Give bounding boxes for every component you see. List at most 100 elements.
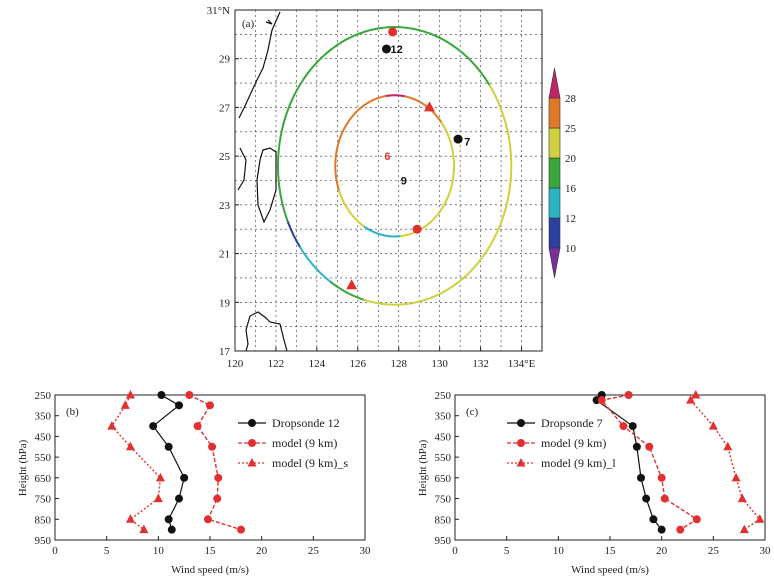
y-tick-label: 21 <box>219 249 230 261</box>
colorbar-segment <box>548 217 561 249</box>
ring-segment-outer <box>500 214 505 224</box>
ring-segment-outer <box>471 61 479 69</box>
ring-segment-outer <box>284 214 290 224</box>
ring-segment-outer <box>375 26 384 30</box>
ring-segment-outer <box>311 61 318 69</box>
ring-segment-outer <box>340 38 349 44</box>
ring-segment-outer <box>405 26 414 30</box>
ring-segment-outer <box>476 257 483 266</box>
series-marker <box>755 514 765 523</box>
ring-segment-outer <box>315 56 323 64</box>
legend-label: model (9 km) <box>272 436 337 450</box>
colorbar-segment <box>548 67 561 99</box>
ring-segment-outer <box>351 32 360 38</box>
legend-b: Dropsonde 12 model (9 km) model (9 km)_s <box>238 416 348 470</box>
ring-segment-outer <box>335 41 343 47</box>
series-marker <box>125 390 135 399</box>
model-point <box>388 27 398 37</box>
series-marker <box>203 515 212 524</box>
x-tick-label: 130 <box>431 358 448 370</box>
ring-segment-outer <box>280 121 285 131</box>
series-marker <box>157 391 166 399</box>
series-marker <box>164 515 173 524</box>
series-marker <box>167 525 176 534</box>
series-marker <box>708 421 718 430</box>
profile-panel-c: (c) Wind speed (m/s) Height (hPa) 0 5 10 15… <box>417 390 771 576</box>
ring-segment-outer <box>467 268 474 275</box>
legend-label: model (9 km)_s <box>272 456 348 470</box>
ring-segment-outer <box>357 30 366 35</box>
ring-segment-outer <box>494 227 500 237</box>
y-tick-label: 450 <box>35 431 52 443</box>
map-label: 12 <box>391 44 403 56</box>
wind-speed-rings <box>276 26 513 306</box>
series-line <box>110 394 162 531</box>
ring-segment-outer <box>289 95 295 104</box>
y-axis-label-c: Height (hPa) <box>417 439 429 496</box>
y-tick-label: 250 <box>435 390 452 402</box>
y-tick-label: 450 <box>435 431 452 443</box>
ring-segment-outer <box>457 48 465 55</box>
series-marker <box>657 473 666 482</box>
series-marker <box>723 441 733 451</box>
ring-segment-outer <box>467 56 474 64</box>
ring-segment-outer <box>405 302 414 305</box>
ring-segment-outer <box>279 193 283 203</box>
ring-segment-outer <box>363 298 372 303</box>
ring-segment-outer <box>471 263 479 271</box>
ring-segment-outer <box>302 71 309 80</box>
ring-segment-outer <box>507 136 511 146</box>
y-tick-label: 750 <box>35 494 52 506</box>
series-line <box>600 394 699 531</box>
ring-segment-outer <box>295 240 302 249</box>
x-tick-label: 30 <box>760 545 772 557</box>
series-marker <box>208 442 217 451</box>
ring-segment-outer <box>508 143 512 153</box>
model-point <box>412 224 422 234</box>
legend-c: Dropsonde 7 model (9 km) model (9 km)_l <box>507 416 616 470</box>
ring-segment-outer <box>411 27 420 32</box>
ring-segment-outer <box>491 89 497 98</box>
colorbar-label: 16 <box>565 183 577 195</box>
ring-segment-outer <box>399 26 408 29</box>
series-marker <box>153 493 163 503</box>
model-s-point <box>423 101 435 112</box>
series-marker <box>237 525 245 534</box>
ring-segment-outer <box>435 291 444 297</box>
legend-label: model (9 km)_l <box>541 456 616 470</box>
ring-segment-outer <box>289 227 295 237</box>
x-tick-label: 20 <box>656 545 668 557</box>
x-tick-label: 25 <box>308 545 320 557</box>
y-tick-label: 250 <box>35 390 52 402</box>
x-tick-label: 10 <box>153 545 165 557</box>
ring-segment-outer <box>451 281 460 288</box>
series-marker <box>125 514 135 523</box>
series-marker <box>649 515 658 524</box>
x-tick-label: 10 <box>553 545 565 557</box>
y-tick-label: 29 <box>219 54 231 66</box>
ring-segment-outer <box>399 302 408 306</box>
ring-segment-outer <box>330 44 338 51</box>
series-marker <box>637 473 645 482</box>
ring-segment-outer <box>381 26 390 29</box>
ring-segment-outer <box>330 281 338 288</box>
series-marker <box>175 401 183 410</box>
ring-segment-outer <box>325 277 333 284</box>
legend-label: Dropsonde 7 <box>541 416 603 430</box>
series-marker <box>139 524 149 534</box>
series-marker <box>686 395 696 404</box>
series-marker <box>657 525 666 534</box>
series-marker <box>164 442 173 451</box>
map-grid <box>235 10 542 351</box>
ring-segment-outer <box>277 143 281 153</box>
ring-segment-outer <box>363 29 372 33</box>
ring-segment-outer <box>278 136 282 146</box>
series-marker <box>731 472 741 482</box>
map-label: 7 <box>464 137 470 149</box>
ring-segment-outer <box>484 77 491 86</box>
ring-segment-outer <box>480 71 487 80</box>
x-tick-label: 124 <box>309 358 326 370</box>
series-marker <box>107 421 117 430</box>
ring-segment-outer <box>299 77 305 86</box>
